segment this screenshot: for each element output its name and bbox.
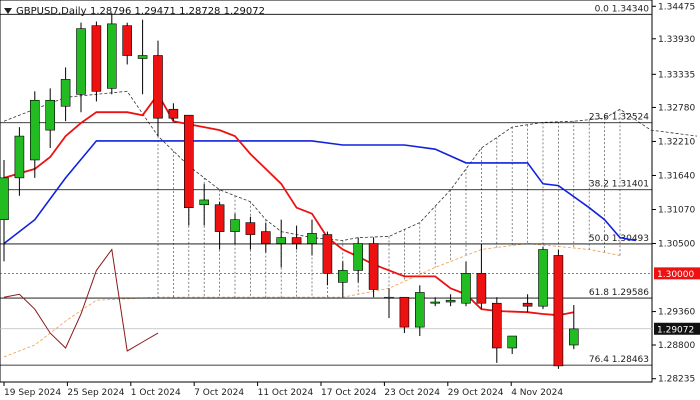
candle-body <box>45 99 56 131</box>
candle-body <box>430 301 441 304</box>
x-tick-label: 7 Oct 2024 <box>194 388 244 398</box>
candle-body <box>29 99 40 161</box>
candle-body <box>245 222 256 235</box>
x-tick-label: 29 Oct 2024 <box>448 388 504 398</box>
candle-body <box>445 299 456 303</box>
chart-menu-icon[interactable] <box>4 8 12 14</box>
x-tick-label: 23 Oct 2024 <box>384 388 440 398</box>
candle-body <box>568 328 579 346</box>
y-tick-label: 1.31070 <box>658 206 695 216</box>
fib-level-label: 76.4 1.28463 <box>589 355 649 365</box>
y-tick-label: 1.29360 <box>658 308 695 318</box>
y-tick-label: 1.32780 <box>658 103 695 113</box>
price-tag <box>654 322 700 335</box>
candle-body <box>14 135 25 179</box>
price-tag <box>654 267 700 280</box>
candle-body <box>230 219 240 232</box>
y-tick-label: 1.33930 <box>658 35 695 45</box>
y-tick-label: 1.28800 <box>658 341 695 351</box>
x-tick-label: 4 Nov 2024 <box>511 388 563 398</box>
x-tick-label: 17 Oct 2024 <box>321 388 377 398</box>
y-tick-label: 1.28235 <box>658 375 695 385</box>
candle-body <box>276 237 287 244</box>
candle-body <box>476 273 487 304</box>
candle-body <box>538 249 548 307</box>
candle-body <box>507 335 518 349</box>
candle-body <box>107 23 117 89</box>
candle-body <box>214 204 225 232</box>
x-tick-label: 19 Sep 2024 <box>4 388 61 398</box>
fib-level-label: 0.0 1.34340 <box>595 4 650 14</box>
x-tick-label: 1 Oct 2024 <box>131 388 181 398</box>
candle-body <box>76 28 86 95</box>
x-tick-label: 11 Oct 2024 <box>258 388 314 398</box>
fib-level-label: 38.2 1.31401 <box>589 180 649 190</box>
candle-body <box>184 114 194 209</box>
y-tick-label: 1.30500 <box>658 240 695 250</box>
candle-body <box>60 79 71 107</box>
fib-level-label: 50.0 1.30493 <box>589 234 649 244</box>
candle-body <box>199 199 209 206</box>
tenkan-line <box>3 92 574 317</box>
candle-body <box>153 55 163 119</box>
y-tick-label: 1.31640 <box>658 171 695 181</box>
candle-body <box>461 273 471 304</box>
candle-body <box>337 270 348 283</box>
chart-symbol: GBPUSD,Daily <box>16 6 87 17</box>
candle-body <box>0 177 9 220</box>
candle-body <box>307 233 317 244</box>
candle-body <box>384 296 394 299</box>
price-tag-label: 1.30000 <box>657 270 694 280</box>
candle-body <box>322 234 333 274</box>
candle-body <box>553 255 564 367</box>
candle-body <box>137 55 148 59</box>
fib-level-label: 23.6 1.32524 <box>589 113 649 123</box>
y-tick-label: 1.32210 <box>658 137 695 147</box>
y-tick-label: 1.34475 <box>658 2 695 12</box>
kijun-line <box>3 140 636 245</box>
candle-body <box>353 243 364 271</box>
chikou-line <box>3 248 159 352</box>
x-tick-label: 25 Sep 2024 <box>67 388 124 398</box>
candle-body <box>522 302 533 307</box>
price-tag-label: 1.29072 <box>657 325 694 335</box>
candle-body <box>368 243 379 290</box>
chart-ohlc: 1.28796 1.29471 1.28728 1.29072 <box>90 6 265 17</box>
candle-body <box>291 237 302 244</box>
candle-body <box>91 25 102 92</box>
y-tick-label: 1.33335 <box>658 70 695 80</box>
candle-body <box>399 296 410 328</box>
candle-body <box>168 108 179 119</box>
fib-level-label: 61.8 1.29586 <box>589 288 649 298</box>
candle-body <box>260 231 271 244</box>
candle-body <box>414 292 425 328</box>
candle-body <box>122 25 132 56</box>
candle-body <box>491 302 502 349</box>
